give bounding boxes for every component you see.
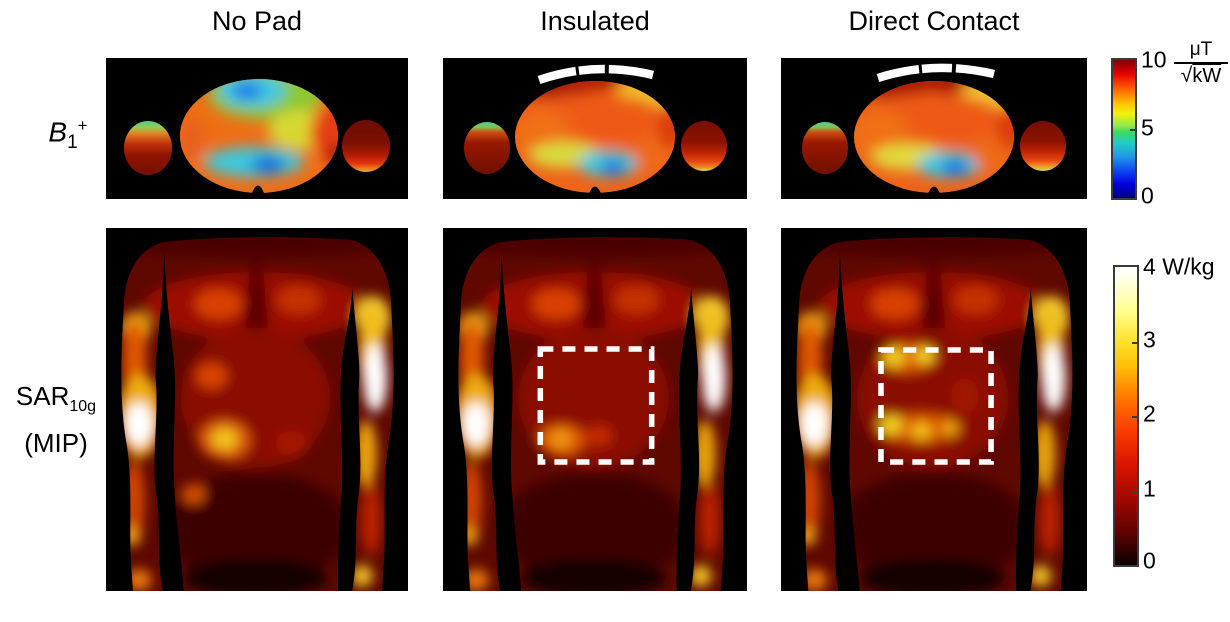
column-title-direct-contact: Direct Contact [848, 6, 1020, 36]
row-label-sar-mip: SAR10g (MIP) [4, 378, 108, 462]
b1-map-no-pad-image [106, 58, 408, 199]
sar-colorbar-tick-4: 4 W/kg [1143, 253, 1215, 280]
b1-map-insulated-image [443, 58, 747, 199]
b1-subscript: 1 [67, 131, 78, 153]
b1-map-direct-contact [781, 58, 1087, 199]
pad-roi-dashed-box [878, 347, 994, 465]
sar-colorbar-tick-1: 1 [1143, 475, 1156, 502]
sar-map-direct-contact [781, 228, 1087, 591]
pad-roi-dashed-box [537, 346, 655, 465]
sar-colorbar-tick [1132, 490, 1137, 493]
b1-map-insulated [443, 58, 747, 199]
b1-colorbar-tick-10: 10 [1141, 46, 1167, 73]
sar-colorbar-unit: W/kg [1162, 253, 1215, 280]
sar-colorbar-tick [1132, 416, 1137, 418]
sar-colorbar-tick-2: 2 [1143, 400, 1156, 427]
dielectric-pad-overlay [537, 64, 654, 85]
sar-colorbar [1113, 265, 1139, 567]
row-label-b1: B1+ [28, 116, 108, 154]
b1-map-direct-contact-image [781, 58, 1087, 199]
b1-superscript: + [77, 116, 88, 135]
sar-colorbar-tick-0: 0 [1143, 547, 1156, 574]
dielectric-pad-overlay [876, 63, 995, 83]
b1-unit-denominator: √kW [1180, 64, 1222, 88]
sar-colorbar-tick-3: 3 [1143, 326, 1156, 353]
sar-map-no-pad [106, 228, 408, 591]
column-title-no-pad: No Pad [211, 6, 303, 36]
sar-label-line1: SAR10g [15, 381, 97, 416]
b1-colorbar-tick-5: 5 [1141, 114, 1154, 141]
sar-colorbar-tick [1132, 341, 1137, 344]
sar-map-insulated [443, 228, 747, 591]
b1-colorbar-tick [1130, 129, 1135, 131]
b1-colorbar-unit: μT √kW [1174, 39, 1228, 87]
b1-map-no-pad [106, 58, 408, 199]
b1-colorbar [1111, 58, 1137, 200]
sar-label-line2: (MIP) [24, 428, 88, 459]
column-title-insulated: Insulated [540, 6, 650, 36]
b1-unit-numerator: μT [1174, 39, 1228, 64]
b1-colorbar-tick-0: 0 [1141, 182, 1154, 209]
sar-map-insulated-image [443, 228, 747, 591]
sar-map-direct-contact-image [781, 228, 1087, 591]
sar-map-no-pad-image [106, 228, 408, 591]
b1-symbol: B [48, 116, 68, 148]
